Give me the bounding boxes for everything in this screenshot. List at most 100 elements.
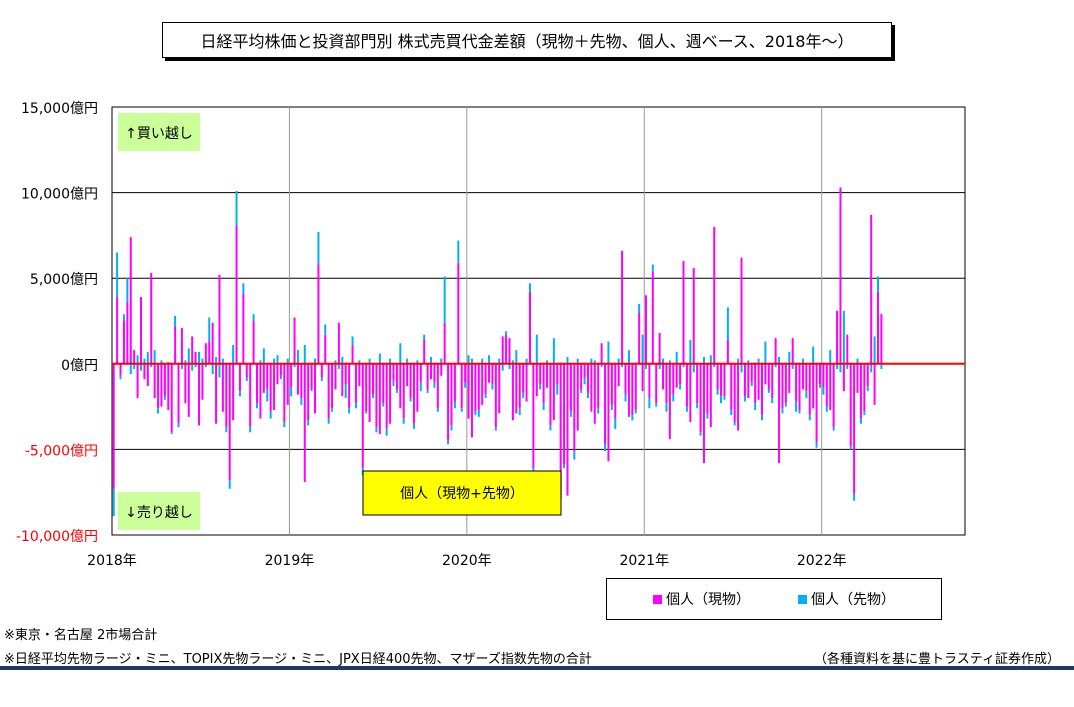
bar-futures — [372, 394, 375, 399]
bar-spot — [180, 327, 183, 364]
bar-spot — [747, 363, 750, 399]
bar-spot — [713, 226, 716, 364]
bar-spot — [825, 363, 828, 407]
bar-futures — [801, 358, 804, 364]
footnote-markets: ※東京・名古屋 2市場合計 — [4, 628, 158, 643]
bar-spot — [836, 310, 839, 364]
bar-futures — [743, 396, 746, 402]
bar-futures — [815, 442, 818, 448]
bar-spot — [157, 363, 160, 409]
bar-spot — [372, 363, 375, 395]
bar-spot — [249, 363, 252, 428]
bar-futures — [856, 358, 859, 364]
bar-spot — [627, 363, 630, 417]
bar-futures — [539, 384, 542, 390]
bar-futures — [556, 384, 559, 395]
bar-spot — [638, 312, 641, 364]
bar-spot — [586, 363, 589, 393]
bar-spot — [685, 363, 688, 407]
bar-spot — [723, 363, 726, 397]
bar-futures — [412, 423, 415, 429]
bar-futures — [474, 411, 477, 416]
bar-futures — [399, 343, 402, 364]
bar-futures — [764, 341, 767, 364]
bar-futures — [279, 375, 282, 380]
x-tick-label: 2021年 — [619, 553, 669, 569]
bar-spot — [228, 363, 231, 481]
bar-futures — [245, 377, 248, 381]
bar-spot — [392, 363, 395, 381]
bar-spot — [818, 363, 821, 385]
bar-spot — [378, 363, 381, 434]
bar-spot — [290, 363, 293, 388]
bar-spot — [204, 343, 207, 364]
bar-futures — [334, 360, 337, 364]
bar-futures — [225, 427, 228, 433]
bar-spot — [689, 363, 692, 423]
bar-futures — [467, 355, 470, 364]
bar-futures — [726, 307, 729, 340]
bar-spot — [614, 363, 617, 419]
bar-futures — [116, 252, 119, 298]
x-tick-label: 2019年 — [265, 553, 315, 569]
footer-rule — [0, 666, 1074, 670]
bar-spot — [412, 363, 415, 424]
bar-spot — [293, 317, 296, 364]
chart-legend: 個人（現物） 個人（先物） — [606, 578, 942, 620]
bar-spot — [385, 363, 388, 429]
bar-futures — [522, 392, 525, 399]
bar-futures — [180, 363, 183, 369]
bar-futures — [805, 391, 808, 399]
bar-futures — [808, 415, 811, 421]
bar-futures — [259, 360, 262, 364]
bar-futures — [430, 356, 433, 364]
bar-futures — [617, 358, 620, 364]
bar-futures — [662, 358, 665, 364]
bar-spot — [764, 363, 767, 385]
bar-futures — [191, 363, 194, 371]
bar-futures — [447, 440, 450, 445]
bar-spot — [382, 363, 385, 404]
bar-futures — [839, 363, 842, 373]
bar-spot — [593, 363, 596, 424]
bar-futures — [354, 403, 357, 409]
bar-futures — [194, 363, 197, 368]
bar-futures — [228, 480, 231, 489]
bar-futures — [232, 344, 235, 364]
bar-spot — [238, 363, 241, 392]
bar-futures — [812, 346, 815, 364]
bar-spot — [525, 363, 528, 402]
bar-spot — [344, 363, 347, 385]
bar-spot — [675, 363, 678, 388]
bar-spot — [481, 363, 484, 405]
bar-spot — [426, 363, 429, 390]
bar-futures — [150, 363, 153, 368]
bar-spot — [853, 363, 856, 494]
bar-futures — [853, 493, 856, 501]
bar-spot — [760, 363, 763, 416]
bar-spot — [215, 363, 218, 424]
bar-futures — [542, 403, 545, 411]
bar-futures — [484, 394, 487, 399]
bar-spot — [784, 363, 787, 404]
bar-spot — [433, 363, 436, 383]
bar-futures — [508, 363, 511, 369]
bar-spot — [559, 363, 562, 494]
bar-futures — [378, 353, 381, 364]
bar-spot — [600, 343, 603, 364]
bar-futures — [269, 411, 272, 419]
bar-spot — [655, 363, 658, 404]
bar-futures — [235, 190, 238, 226]
bar-futures — [716, 389, 719, 395]
bar-futures — [266, 389, 269, 402]
bar-spot — [198, 363, 201, 426]
bar-futures — [590, 358, 593, 364]
bar-spot — [484, 363, 487, 395]
bar-spot — [314, 363, 317, 414]
bar-futures — [607, 341, 610, 364]
bar-spot — [733, 363, 736, 423]
bar-futures — [518, 408, 521, 416]
bar-spot — [757, 363, 760, 400]
x-tick-label: 2018年 — [87, 553, 137, 569]
bar-futures — [638, 303, 641, 313]
